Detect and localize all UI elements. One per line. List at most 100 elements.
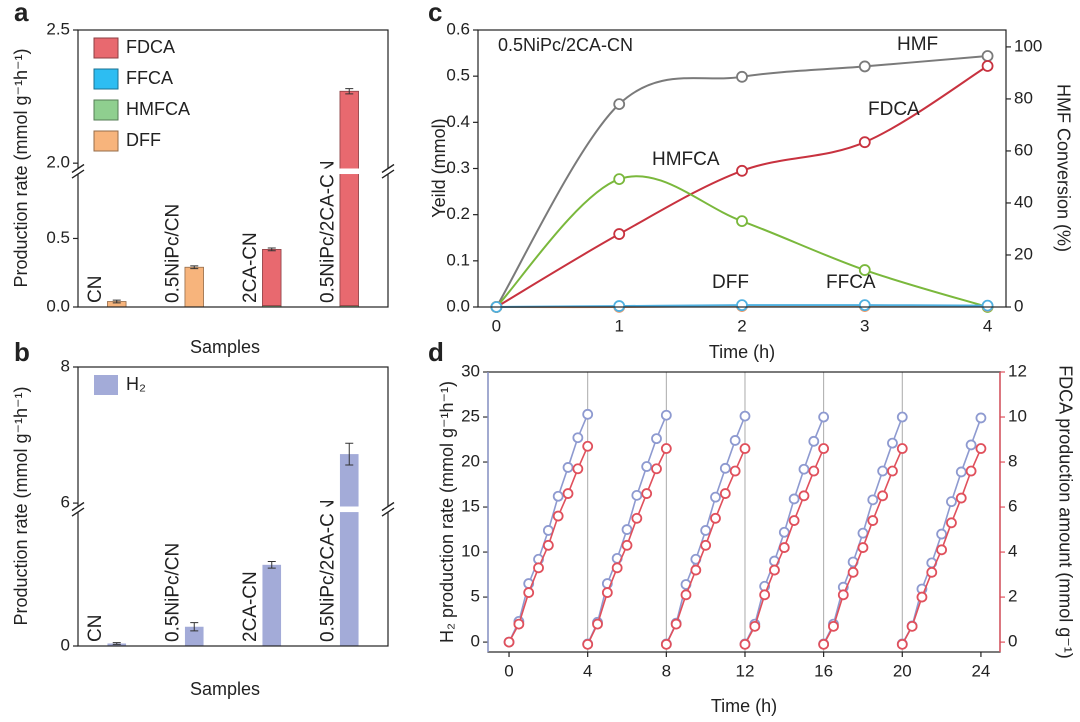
- category-label: 0.5NiPc/CN: [162, 204, 183, 303]
- error-bar: [112, 299, 121, 304]
- y-tick-label: 10: [1008, 407, 1027, 426]
- category-label: 2CA-CN: [240, 571, 261, 642]
- error-bar: [112, 642, 121, 645]
- legend-swatch: [94, 375, 118, 395]
- point: [857, 527, 869, 539]
- point: [965, 465, 977, 477]
- point: [981, 50, 994, 62]
- y-tick-label: 0.4: [446, 112, 470, 131]
- point: [690, 564, 702, 576]
- point: [736, 70, 748, 83]
- y-tick-label: 0: [471, 632, 480, 651]
- y-tick-label: 6: [1008, 497, 1017, 516]
- point: [582, 408, 594, 420]
- series-line: [495, 55, 988, 308]
- x-tick-label: 1: [614, 316, 623, 335]
- x-tick-label: 8: [662, 661, 671, 680]
- point: [837, 589, 849, 601]
- point: [641, 488, 653, 499]
- point: [719, 488, 731, 499]
- axis-break-mark: [381, 507, 395, 517]
- legend-swatch: [93, 99, 119, 121]
- point: [523, 587, 535, 598]
- point: [641, 461, 653, 472]
- bar: [339, 454, 359, 646]
- y-tick-label: 12: [1008, 361, 1027, 380]
- y-tick-label: 0.1: [446, 250, 470, 269]
- point: [818, 443, 830, 454]
- y-tick-label: 5: [471, 587, 480, 606]
- legend-swatch: [93, 37, 119, 59]
- error-bar: [345, 88, 354, 95]
- point: [562, 462, 574, 473]
- point: [818, 411, 830, 423]
- axis-break-mark: [71, 501, 85, 512]
- point: [651, 463, 662, 475]
- point: [710, 491, 721, 503]
- point: [562, 488, 574, 499]
- point: [680, 589, 692, 601]
- y-tick-label: 0.3: [446, 158, 470, 177]
- y-tick-label: 0.0: [446, 296, 470, 315]
- y-tick-label: 30: [461, 361, 480, 380]
- category-label: CN: [85, 615, 106, 642]
- point: [867, 515, 879, 526]
- point: [660, 409, 672, 421]
- point: [946, 496, 957, 508]
- bar: [262, 564, 282, 646]
- x-tick-label: 4: [583, 661, 592, 680]
- point: [670, 618, 682, 630]
- point: [533, 562, 544, 574]
- y-tick-label: 15: [461, 497, 480, 516]
- y-tick-label: 10: [461, 542, 480, 561]
- y-tick-label: 20: [461, 452, 480, 471]
- x-tick-label: 24: [971, 661, 990, 680]
- axis-break-gap: [72, 168, 394, 175]
- point: [736, 299, 748, 312]
- category-label: 2CA-CN: [240, 232, 261, 303]
- axis-break-mark: [381, 169, 395, 179]
- bar: [262, 249, 282, 307]
- point: [572, 463, 584, 475]
- point: [710, 512, 721, 524]
- point: [736, 215, 748, 228]
- y-tick-label: 60: [1014, 140, 1033, 159]
- y-tick-label: 4: [1008, 542, 1017, 561]
- point: [700, 525, 712, 536]
- point: [975, 412, 987, 424]
- point: [759, 589, 771, 601]
- x-axis-label: Samples: [190, 679, 260, 699]
- point: [858, 60, 871, 73]
- point: [613, 228, 626, 240]
- point: [631, 512, 643, 524]
- x-tick-label: 20: [893, 661, 912, 680]
- point: [906, 620, 918, 632]
- point: [808, 435, 820, 447]
- y-tick-label: 40: [1014, 192, 1033, 211]
- point: [858, 299, 871, 312]
- point: [552, 490, 564, 502]
- point: [981, 299, 994, 312]
- y-axis-label: Production rate (mmol g⁻¹h⁻¹): [11, 48, 31, 287]
- point: [572, 432, 584, 444]
- y-tick-label: 0.0: [46, 296, 70, 315]
- point: [858, 136, 871, 149]
- x-tick-label: 4: [983, 316, 992, 335]
- panel-letter: d: [428, 337, 444, 367]
- point: [847, 566, 859, 578]
- point: [808, 465, 820, 477]
- point: [592, 618, 603, 630]
- y-axis-label: H₂ production rate (mmol g⁻¹h⁻¹): [437, 381, 457, 643]
- panel-letter: b: [14, 337, 30, 367]
- y-tick-label: 25: [461, 407, 480, 426]
- y-tick-label: 8: [61, 356, 70, 375]
- point: [660, 443, 672, 454]
- point: [798, 463, 810, 475]
- point: [660, 638, 672, 650]
- series-label: DFF: [712, 272, 749, 293]
- x-axis-label: Time (h): [709, 342, 775, 362]
- error-bar: [190, 622, 199, 632]
- point: [542, 539, 554, 551]
- x-tick-label: 16: [814, 661, 833, 680]
